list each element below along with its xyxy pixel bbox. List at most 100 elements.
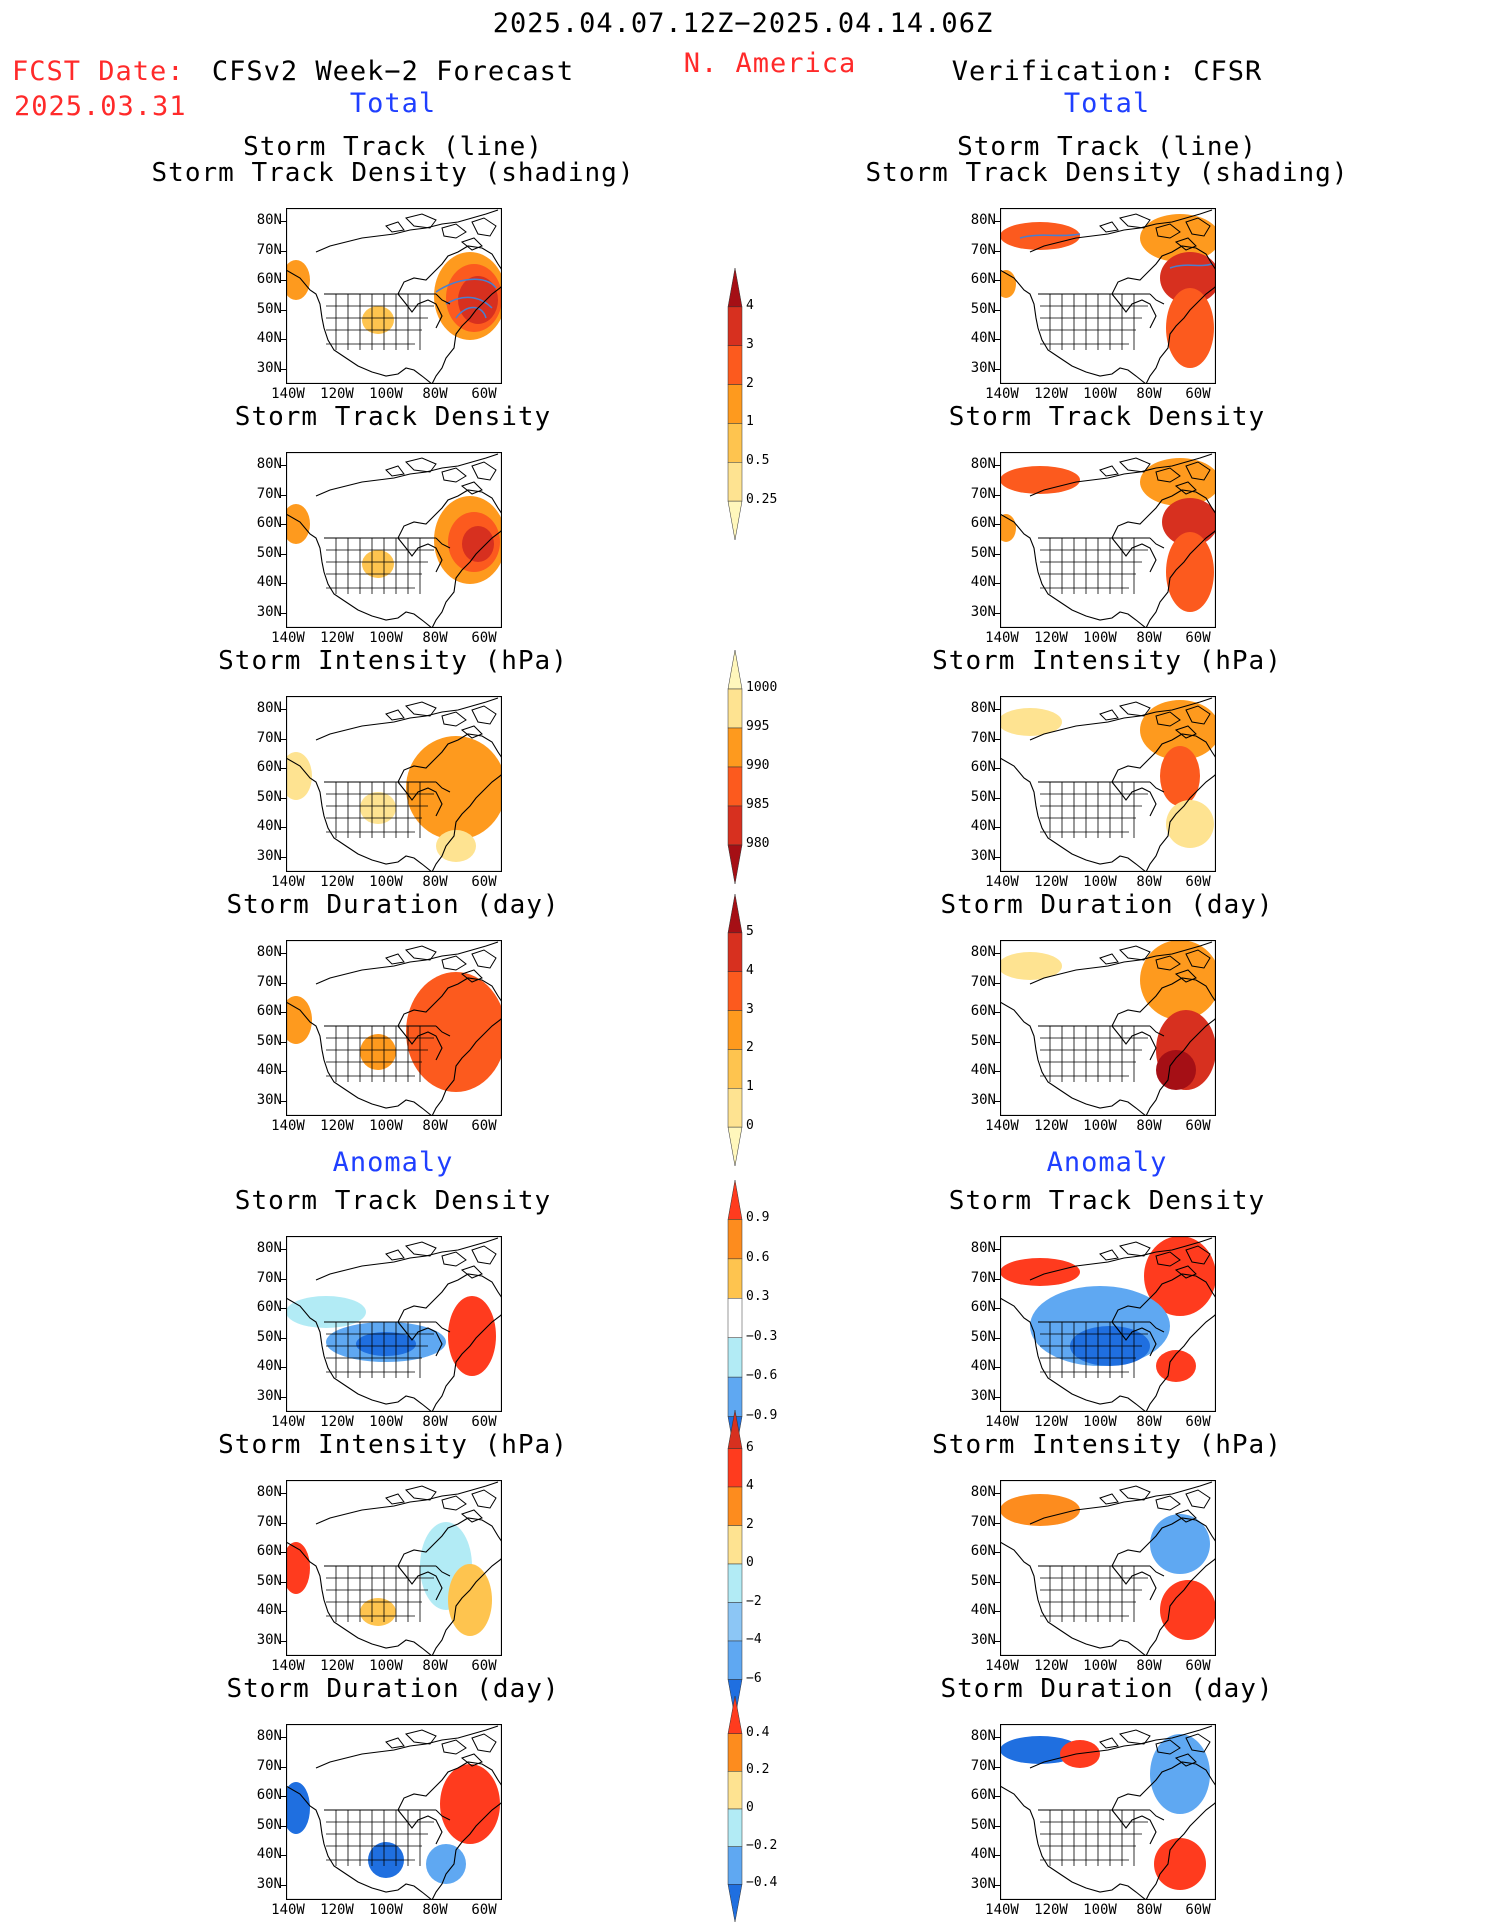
verification-column-title: Verification: CFSR: [951, 56, 1263, 87]
lat-tick-mark: [281, 583, 286, 584]
shading-region: [286, 1542, 310, 1594]
lat-tick-mark: [995, 982, 1000, 984]
lat-tick-label: 60N: [256, 515, 282, 531]
lat-tick-label: 70N: [970, 1269, 996, 1286]
island-outline: [441, 1739, 467, 1755]
island-outline: [1174, 481, 1197, 495]
lat-tick-mark: [281, 1249, 286, 1250]
lat-tick-mark: [281, 524, 286, 525]
lon-tick-label: 80W: [1136, 386, 1162, 402]
lon-tick-label: 100W: [1083, 630, 1117, 646]
lat-tick-label: 80N: [970, 212, 996, 228]
lat-tick-mark: [281, 1552, 286, 1553]
lat-tick-label: 40N: [970, 1846, 996, 1862]
colorbar-label: −0.2: [746, 1837, 778, 1853]
lat-tick-label: 70N: [256, 241, 282, 258]
lat-tick-label: 70N: [256, 1269, 282, 1286]
island-outline: [1119, 701, 1151, 717]
lat-tick-mark: [281, 368, 286, 370]
lat-tick-mark: [281, 280, 286, 281]
colorbar-label: −0.4: [746, 1875, 778, 1891]
map-frame: [286, 696, 502, 872]
colorbar-label: −0.9: [746, 1407, 778, 1423]
island-outline: [1119, 1485, 1151, 1501]
lon-tick-label: 80W: [1136, 1902, 1162, 1918]
lat-tick-label: 60N: [970, 759, 996, 775]
lat-tick-mark: [995, 1100, 1000, 1102]
colorbar-swatch: [727, 688, 743, 729]
lon-tick-label: 140W: [985, 1118, 1019, 1134]
colorbar-swatch: [727, 1733, 743, 1772]
lat-tick-mark: [281, 1337, 286, 1339]
lat-tick-label: 50N: [256, 1032, 282, 1049]
colorbar-swatch: [727, 384, 743, 424]
island-outline: [1155, 1739, 1181, 1755]
island-outline: [471, 949, 497, 969]
shading-region: [448, 1564, 492, 1636]
island-outline: [385, 1249, 405, 1261]
state-borders: [1040, 294, 1148, 350]
lat-tick-mark: [281, 1396, 286, 1398]
lat-tick-mark: [995, 1640, 1000, 1642]
lat-tick-mark: [995, 1249, 1000, 1250]
colorbar-label: 1: [746, 414, 754, 430]
colorbar-label: 3: [746, 336, 754, 352]
colorbar-label: −6: [746, 1670, 762, 1686]
colorbar-swatch: [727, 1258, 743, 1299]
coastline: [1000, 941, 1216, 1116]
shading-region: [1144, 1236, 1216, 1316]
colorbar-swatch: [727, 766, 743, 807]
colorbar-swatch: [727, 1695, 743, 1734]
island-outline: [460, 1509, 483, 1523]
state-borders: [326, 538, 434, 594]
colorbar-swatch: [727, 727, 743, 768]
lat-tick-label: 60N: [256, 1299, 282, 1315]
lon-tick-label: 60W: [1185, 1118, 1211, 1134]
lon-tick-label: 120W: [320, 630, 354, 646]
lat-tick-label: 80N: [256, 456, 282, 472]
shading-region: [362, 306, 394, 334]
density-total-colorbar: [727, 267, 743, 541]
ver-track-line-title: Storm Track (line): [957, 132, 1257, 162]
colorbar-swatch: [727, 649, 743, 690]
island-outline: [1185, 1489, 1211, 1509]
lon-tick-label: 60W: [471, 1658, 497, 1674]
lat-tick-label: 40N: [256, 1846, 282, 1862]
lon-tick-label: 80W: [422, 1658, 448, 1674]
lat-tick-mark: [995, 709, 1000, 710]
fcst-track-line-title: Storm Track (line): [243, 132, 543, 162]
colorbar-swatch: [727, 932, 743, 972]
lon-tick-label: 80W: [422, 386, 448, 402]
colorbar-label: 0.3: [746, 1289, 770, 1305]
shading-region: [436, 830, 476, 862]
lat-tick-mark: [281, 1041, 286, 1043]
island-outline: [405, 1729, 437, 1745]
colorbar-swatch: [727, 1808, 743, 1847]
us-canada-border: [1038, 537, 1165, 549]
lat-tick-label: 30N: [970, 847, 996, 864]
coastline: [286, 1725, 502, 1900]
map-frame: [1000, 452, 1216, 628]
lat-tick-mark: [281, 709, 286, 710]
fcst-duration-title: Storm Duration (day): [226, 890, 560, 920]
lat-tick-label: 30N: [256, 603, 282, 620]
map-frame: [286, 1724, 502, 1900]
lat-tick-mark: [995, 250, 1000, 252]
colorbar-swatch: [727, 345, 743, 385]
lon-tick-label: 120W: [320, 386, 354, 402]
fcst-intensity-map: [286, 696, 502, 872]
island-outline: [1174, 1509, 1197, 1523]
lat-tick-label: 30N: [256, 1387, 282, 1404]
lat-tick-mark: [281, 1493, 286, 1494]
colorbar-label: 0.6: [746, 1249, 770, 1265]
lat-tick-mark: [995, 368, 1000, 370]
island-outline: [1174, 1265, 1197, 1279]
shading-region: [1160, 746, 1200, 806]
lat-tick-mark: [995, 494, 1000, 496]
lon-tick-label: 140W: [271, 1118, 305, 1134]
lon-tick-label: 100W: [369, 874, 403, 890]
lat-tick-label: 70N: [970, 485, 996, 502]
ver-anom-intensity-title: Storm Intensity (hPa): [932, 1430, 1282, 1460]
lat-tick-mark: [995, 1308, 1000, 1309]
lat-tick-mark: [995, 1367, 1000, 1368]
